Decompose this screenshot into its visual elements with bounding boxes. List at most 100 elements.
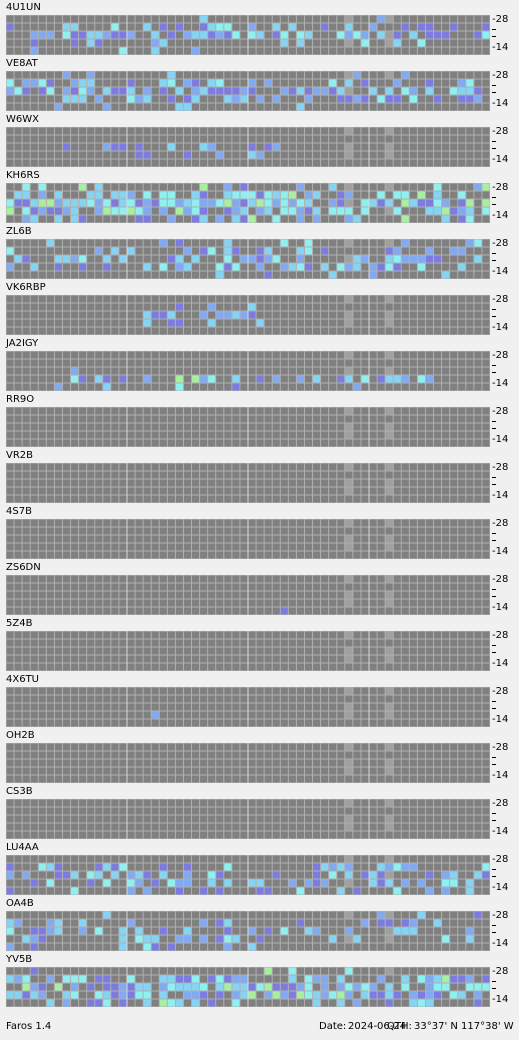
- heatmap-cell: [297, 528, 304, 535]
- heatmap-cell: [426, 104, 433, 111]
- heatmap-cell: [71, 528, 78, 535]
- heatmap-cell: [249, 104, 256, 111]
- heatmap-cell: [232, 256, 239, 263]
- heatmap-cell: [95, 240, 102, 247]
- heatmap-cell: [240, 648, 247, 655]
- heatmap-cell: [63, 864, 70, 871]
- heatmap-cell: [273, 248, 280, 255]
- heatmap-cell: [305, 552, 312, 559]
- heatmap-cell: [329, 872, 336, 879]
- heatmap-cell: [200, 776, 207, 783]
- heatmap-cell: [176, 856, 183, 863]
- heatmap-cell: [232, 360, 239, 367]
- heatmap-cell: [450, 776, 457, 783]
- heatmap-cell: [240, 696, 247, 703]
- heatmap-cell: [418, 648, 425, 655]
- heatmap-cell: [313, 360, 320, 367]
- heatmap-cell: [329, 648, 336, 655]
- heatmap-cell: [184, 816, 191, 823]
- heatmap-cell: [474, 96, 481, 103]
- heatmap-cell: [281, 608, 288, 615]
- heatmap-cell: [128, 104, 135, 111]
- heatmap-cell: [176, 592, 183, 599]
- heatmap-cell: [337, 640, 344, 647]
- heatmap-cell: [240, 184, 247, 191]
- heatmap-cell: [208, 808, 215, 815]
- heatmap-cell: [474, 768, 481, 775]
- heatmap-cell: [55, 640, 62, 647]
- heatmap-cell: [474, 416, 481, 423]
- heatmap-cell: [386, 824, 393, 831]
- heatmap-cell: [144, 688, 151, 695]
- heatmap-cell: [200, 320, 207, 327]
- heatmap-cell: [345, 752, 352, 759]
- heatmap-cell: [434, 88, 441, 95]
- heatmap-cell: [23, 368, 30, 375]
- heatmap-cell: [345, 704, 352, 711]
- heatmap-cell: [249, 296, 256, 303]
- heatmap-cell: [450, 816, 457, 823]
- heatmap-cell: [458, 376, 465, 383]
- heatmap-cell: [353, 88, 360, 95]
- heatmap-cell: [71, 704, 78, 711]
- heatmap-cell: [273, 40, 280, 47]
- heatmap-cell: [273, 408, 280, 415]
- heatmap-cell: [200, 544, 207, 551]
- heatmap-cell: [249, 696, 256, 703]
- heatmap-cell: [329, 96, 336, 103]
- heatmap-cell: [23, 104, 30, 111]
- heatmap-cell: [297, 760, 304, 767]
- heatmap-cell: [257, 864, 264, 871]
- heatmap-cell: [103, 104, 110, 111]
- heatmap-cell: [265, 48, 272, 55]
- heatmap-cell: [144, 888, 151, 895]
- heatmap-cell: [79, 608, 86, 615]
- heatmap-cell: [378, 472, 385, 479]
- heatmap-cell: [23, 656, 30, 663]
- heatmap-cell: [103, 72, 110, 79]
- heatmap-cell: [370, 440, 377, 447]
- heatmap-cell: [47, 608, 54, 615]
- heatmap-cell: [305, 776, 312, 783]
- heatmap-cell: [79, 888, 86, 895]
- heatmap-cell: [184, 248, 191, 255]
- heatmap-cell: [353, 536, 360, 543]
- heatmap-cell: [313, 352, 320, 359]
- heatmap-cell: [47, 408, 54, 415]
- heatmap-cell: [265, 440, 272, 447]
- heatmap-cell: [361, 608, 368, 615]
- heatmap-cell: [257, 592, 264, 599]
- heatmap-cell: [345, 432, 352, 439]
- heatmap-cell: [160, 208, 167, 215]
- heatmap-cell: [394, 368, 401, 375]
- heatmap-cell: [410, 760, 417, 767]
- heatmap-cell: [15, 304, 22, 311]
- heatmap-cell: [55, 872, 62, 879]
- heatmap-cell: [345, 24, 352, 31]
- heatmap-cell: [63, 768, 70, 775]
- heatmap-cell: [265, 632, 272, 639]
- heatmap-cell: [450, 632, 457, 639]
- heatmap-cell: [47, 688, 54, 695]
- heatmap-cell: [442, 536, 449, 543]
- heatmap-cell: [15, 432, 22, 439]
- heatmap-cell: [466, 208, 473, 215]
- beacon-callsign: VK6RBP: [6, 282, 46, 294]
- heatmap-cell: [95, 32, 102, 39]
- heatmap-cell: [257, 544, 264, 551]
- heatmap-cell: [402, 544, 409, 551]
- heatmap-cell: [15, 296, 22, 303]
- heatmap-cell: [136, 264, 143, 271]
- heatmap-cell: [111, 856, 118, 863]
- heatmap-cell: [370, 200, 377, 207]
- heatmap-cell: [249, 880, 256, 887]
- heatmap-cell: [353, 520, 360, 527]
- heatmap-cell: [31, 496, 38, 503]
- heatmap-cell: [353, 208, 360, 215]
- heatmap-cell: [418, 408, 425, 415]
- heatmap-cell: [426, 776, 433, 783]
- heatmap-cell: [289, 632, 296, 639]
- heatmap-cell: [224, 160, 231, 167]
- heatmap-cell: [87, 96, 94, 103]
- heatmap-cell: [103, 640, 110, 647]
